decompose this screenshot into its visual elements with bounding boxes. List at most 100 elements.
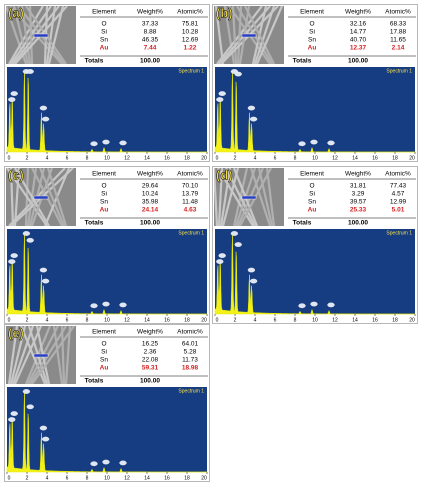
x-tick-label: 8 [294,317,297,323]
table-cell: Au [100,45,109,52]
table-header: Weight% [345,9,371,16]
x-tick-label: 20 [201,155,207,161]
panel: (c) Element Weight% Atomic% O 29.64 70.10 Si 10.… [4,166,210,324]
table-cell: Si [101,349,107,356]
peak-tag [234,71,242,77]
table-cell: 2.36 [144,349,157,356]
table-cell: 11.73 [182,357,198,364]
peak-tag [247,105,256,111]
table-cell: 37.33 [142,21,159,28]
x-tick-label: 12 [332,155,338,161]
x-tick-label: 12 [124,317,130,323]
fiber [236,6,243,64]
x-tick-label: 16 [164,317,170,323]
table-cell: 70.10 [182,183,199,190]
x-tick-label: 2 [26,475,29,481]
table-header: Atomic% [177,171,203,178]
table-cell: Si [101,29,107,36]
table-cell: Sn [308,199,316,206]
table-header: Weight% [137,171,163,178]
table-cell: 7.44 [144,45,157,52]
panel-border [4,166,210,324]
fiber [45,6,57,64]
fiber [31,326,75,384]
panel-label: (d) [216,167,233,182]
totals-label: Totals [293,220,312,227]
peak-tag [26,237,34,243]
fiber [46,168,68,226]
spectrum-trace [6,231,207,315]
panel-svg: (e) Element Weight% Atomic% O 16.25 64.01 Si 2.3… [4,324,210,482]
table-cell: 39.57 [350,199,367,206]
peak-tag [26,69,34,74]
peak-tag [218,253,226,258]
x-tick-label: 2 [234,155,237,161]
table-cell: Au [100,365,109,372]
x-tick-label: 6 [66,475,69,481]
panel-border [212,4,418,162]
fiber [217,168,254,226]
table-cell: O [101,341,106,348]
table-cell: Sn [100,199,108,206]
spectrum-trace [214,231,415,315]
x-tick-label: 12 [124,475,130,481]
fiber [47,6,65,64]
panel-svg: (c) Element Weight% Atomic% O 29.64 70.10 Si 10.… [4,166,210,324]
x-tick-label: 18 [184,475,190,481]
table-cell: 17.88 [390,29,407,36]
peak-tag [26,404,34,410]
table-cell: 40.70 [350,37,367,44]
table-cell: Au [100,207,109,214]
totals-value: 100.00 [348,220,368,227]
x-tick-label: 6 [66,155,69,161]
table-cell: 31.81 [350,183,367,190]
scale-bar [33,195,49,200]
peak-tag [298,141,306,147]
totals-label: Totals [85,220,104,227]
panel-svg: (d) Element Weight% Atomic% O 31.81 77.43 Si 3.2… [212,166,418,324]
fiber [13,168,21,226]
x-tick-label: 4 [254,155,257,161]
x-tick-label: 16 [372,317,378,323]
peak-tag [41,116,50,122]
table-cell: O [309,183,314,190]
table-cell: 11.65 [390,37,406,44]
table-cell: 1.22 [184,45,197,52]
peak-tag [41,278,50,284]
spectrum-label: Spectrum 1 [386,230,412,236]
table-cell: 18.98 [182,365,199,372]
table-header: Element [300,9,324,16]
x-tick-label: 2 [234,317,237,323]
scale-bar [33,353,49,358]
table-cell: 46.35 [142,37,159,44]
fiber [60,326,66,384]
peak-tag [8,259,16,264]
x-tick-label: 6 [66,317,69,323]
table-cell: 29.64 [142,183,159,190]
x-tick-label: 10 [312,155,318,161]
peak-tag [102,301,110,307]
fiber [9,326,27,384]
peak-tag [10,91,18,96]
table-cell: 25.33 [350,207,367,214]
spectrum-label: Spectrum 1 [386,68,412,74]
x-tick-label: 10 [312,317,318,323]
table-cell: 35.98 [142,199,159,206]
table-cell: 64.01 [182,341,199,348]
x-tick-label: 8 [294,155,297,161]
peak-tag [234,242,242,247]
table-cell: 12.37 [350,45,367,52]
table-header: Atomic% [177,329,203,336]
peak-tag [8,97,16,102]
panel-border [4,324,210,482]
fiber [217,168,224,226]
spectrum-area [7,387,207,472]
table-cell: 59.31 [142,365,159,372]
fiber [253,6,276,64]
x-tick-label: 8 [86,317,89,323]
scale-bar [241,195,257,200]
panel: (d) Element Weight% Atomic% O 31.81 77.43 Si 3.2… [212,166,418,324]
x-tick-label: 18 [184,317,190,323]
x-tick-label: 8 [86,475,89,481]
peak-tag [90,461,98,467]
